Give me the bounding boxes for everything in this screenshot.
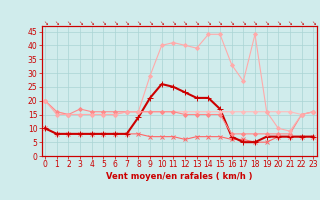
X-axis label: Vent moyen/en rafales ( km/h ): Vent moyen/en rafales ( km/h ) [106, 172, 252, 181]
